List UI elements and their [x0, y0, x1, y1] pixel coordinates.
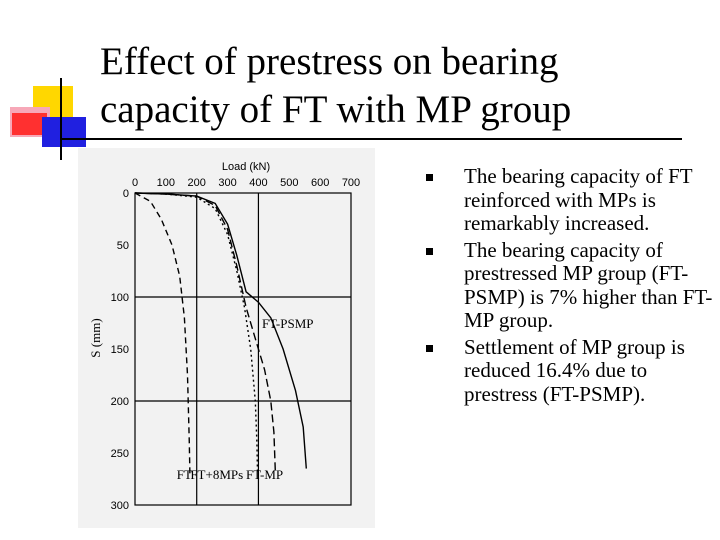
y-axis-label: S (mm) — [88, 318, 103, 357]
series-line — [134, 192, 307, 469]
series-label: FT-PSMP — [262, 316, 314, 331]
bullet-item: The bearing capacity of FT reinforced wi… — [426, 164, 714, 236]
slide-title: Effect of prestress on bearing capacity … — [100, 38, 700, 134]
y-tick-label: 300 — [111, 500, 129, 512]
y-tick-label: 200 — [111, 396, 129, 408]
red-square — [12, 113, 47, 135]
blue-square — [42, 117, 86, 147]
y-tick-label: 250 — [111, 448, 129, 460]
chart-panel: 0 100 200 300 400 500 600 700 0 50 100 150 200 250 30… — [78, 148, 375, 528]
plot-frame — [134, 192, 352, 506]
series-line — [134, 192, 259, 474]
bullet-text: Settlement of MP group is reduced 16.4% … — [464, 334, 685, 406]
y-tick-label: 150 — [111, 344, 129, 356]
x-axis-label: Load (kN) — [222, 161, 270, 173]
bullet-list: The bearing capacity of FT reinforced wi… — [426, 164, 714, 409]
square-bullet-icon — [426, 174, 433, 181]
bullet-text: The bearing capacity of prestressed MP g… — [464, 237, 713, 332]
x-tick-label: 200 — [188, 177, 206, 189]
bullet-item: Settlement of MP group is reduced 16.4% … — [426, 334, 714, 407]
x-tick-label: 700 — [342, 177, 360, 189]
chart-grid — [134, 192, 352, 506]
slide-title-line-2: capacity of FT with MP group — [100, 88, 572, 131]
series-label: FT-MP — [246, 467, 283, 482]
y-tick-label: 100 — [111, 292, 129, 304]
square-bullet-icon — [426, 247, 433, 255]
series-line — [134, 192, 277, 474]
series-label: FT+8MPs — [190, 467, 243, 482]
x-tick-label: 500 — [280, 177, 298, 189]
x-tick-label: 600 — [311, 177, 329, 189]
x-tick-label: 0 — [132, 177, 138, 189]
x-tick-label: 300 — [218, 177, 236, 189]
series-line — [134, 192, 191, 474]
x-tick-labels: 0 100 200 300 400 500 600 700 — [132, 177, 360, 189]
x-tick-label: 400 — [249, 177, 267, 189]
series-label: FT — [177, 467, 192, 482]
load-settlement-chart: 0 100 200 300 400 500 600 700 0 50 100 150 200 250 30… — [88, 161, 360, 512]
chart-series — [134, 192, 307, 474]
slide-title-line-1: Effect of prestress on bearing — [100, 40, 559, 83]
bullet-item: The bearing capacity of prestressed MP g… — [426, 237, 714, 333]
title-underline — [62, 138, 682, 140]
bullet-text: The bearing capacity of FT reinforced wi… — [464, 164, 693, 235]
y-tick-label: 50 — [117, 240, 129, 252]
square-bullet-icon — [426, 344, 433, 352]
x-tick-label: 100 — [157, 177, 175, 189]
y-tick-labels: 0 50 100 150 200 250 300 — [111, 188, 129, 512]
y-tick-label: 0 — [123, 188, 129, 200]
